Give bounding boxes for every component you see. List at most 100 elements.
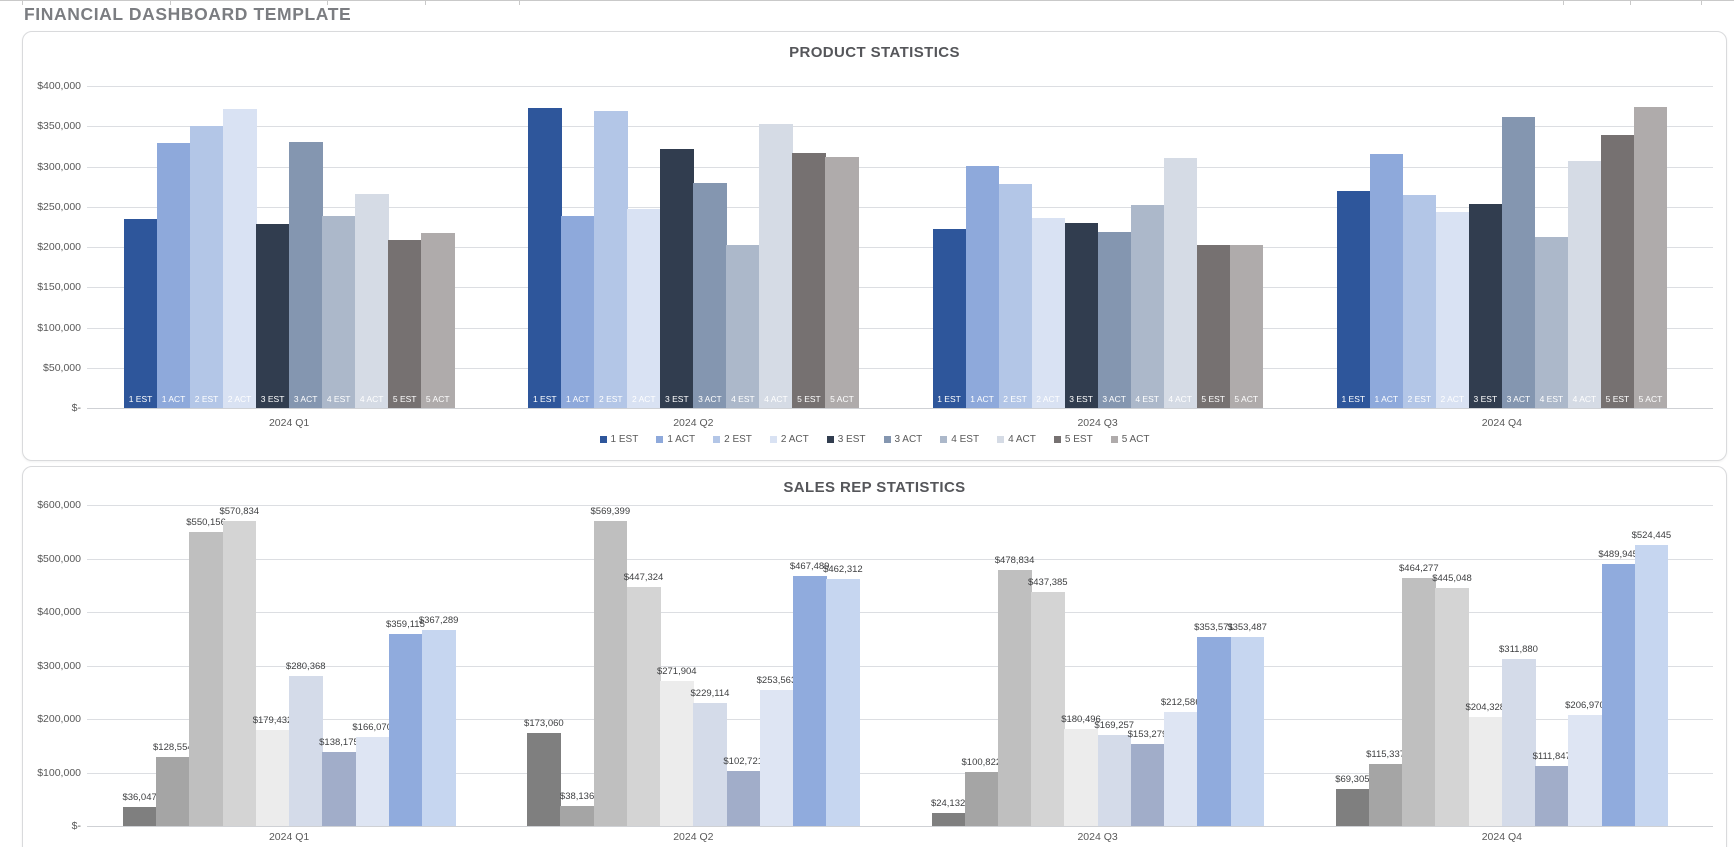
y-axis-label: $250,000 <box>37 200 81 213</box>
bar <box>289 676 323 826</box>
series-label: 3 EST <box>665 394 689 404</box>
legend-label: 5 ACT <box>1121 434 1150 445</box>
series-label: 5 EST <box>1605 394 1630 404</box>
bar-value-label: $464,277 <box>1399 562 1439 574</box>
bar-value-label: $153,279 <box>1127 728 1168 740</box>
bar-value-label: $253,563 <box>756 675 797 687</box>
y-axis-label: $- <box>71 820 81 832</box>
legend-label: 3 ACT <box>894 434 923 445</box>
category-label: 2024 Q4 <box>1481 831 1523 843</box>
series-label: 4 EST <box>326 394 351 404</box>
bar <box>793 575 827 826</box>
series-label: 1 ACT <box>970 394 994 404</box>
bar-value-label: $550,156 <box>186 516 226 528</box>
bar <box>792 152 826 408</box>
series-label: 3 EST <box>1473 394 1498 404</box>
legend-swatch <box>769 436 777 443</box>
top-grid-tick <box>170 0 171 5</box>
bar-value-label: $478,834 <box>994 554 1035 566</box>
bar-value-label: $445,048 <box>1432 572 1472 584</box>
bar-value-label: $212,586 <box>1160 697 1201 709</box>
bar <box>1369 154 1404 408</box>
y-axis-label: $150,000 <box>37 281 81 294</box>
series-label: 5 ACT <box>830 394 854 404</box>
bar-value-label: $570,834 <box>219 505 260 517</box>
bar <box>222 520 257 826</box>
series-label: 2 ACT <box>1440 394 1465 404</box>
series-label: 5 EST <box>1201 394 1225 404</box>
bar <box>1163 157 1198 408</box>
y-axis-label: $50,000 <box>43 361 81 374</box>
product-statistics-card: PRODUCT STATISTICS $400,000 $350,000 $300,… <box>22 31 1727 461</box>
bar <box>322 752 357 826</box>
gridline <box>87 287 1713 289</box>
legend-item: 3 ACT <box>883 434 923 445</box>
bar-value-label: $115,337 <box>1366 749 1406 761</box>
bar <box>1634 545 1669 826</box>
category-label: 2024 Q3 <box>1077 831 1118 843</box>
category-label: 2024 Q4 <box>1481 417 1523 429</box>
bar-value-label: $367,289 <box>418 614 459 626</box>
bar-value-label: $569,399 <box>590 506 631 518</box>
bar <box>1164 712 1198 826</box>
series-label: 2 ACT <box>632 394 656 404</box>
bar <box>322 216 356 408</box>
bar <box>825 156 859 408</box>
series-label: 1 EST <box>532 394 557 404</box>
series-label: 4 ACT <box>1168 394 1192 404</box>
bar-value-label: $353,487 <box>1227 621 1267 633</box>
bar-value-label: $524,445 <box>1631 530 1672 542</box>
bar <box>388 239 422 408</box>
bar <box>289 142 323 408</box>
bar <box>421 233 455 408</box>
category-label: 2024 Q2 <box>673 831 714 843</box>
bar-value-label: $353,571 <box>1194 621 1234 633</box>
bar <box>1600 135 1635 408</box>
series-label: 3 EST <box>1069 394 1093 404</box>
bar <box>660 680 694 826</box>
legend-label: 2 ACT <box>780 434 809 445</box>
bar <box>123 806 157 826</box>
series-label: 3 ACT <box>1102 394 1126 404</box>
bar <box>932 229 967 408</box>
bar <box>223 109 257 408</box>
bar <box>355 737 390 826</box>
legend-swatch <box>826 436 834 443</box>
product-chart: $400,000 $350,000 $300,000 $250,000 $200,000… <box>23 32 1726 460</box>
bar <box>759 690 794 826</box>
series-label: 1 EST <box>128 394 153 404</box>
legend-item: 1 EST <box>599 434 639 445</box>
series-label: 2 EST <box>1407 394 1432 404</box>
legend-swatch <box>713 436 721 443</box>
gridline <box>87 719 1713 720</box>
bar <box>528 107 562 408</box>
legend-swatch <box>1053 436 1061 443</box>
bar <box>726 771 761 826</box>
bar <box>1031 591 1065 826</box>
bar <box>693 703 728 826</box>
bar <box>1130 743 1165 826</box>
series-label: 5 ACT <box>425 394 450 404</box>
bar-value-label: $102,721 <box>723 756 764 768</box>
bar <box>1097 231 1132 408</box>
bar-value-label: $447,324 <box>623 571 664 583</box>
legend-label: 1 EST <box>610 434 639 445</box>
gridline <box>87 408 1713 409</box>
bar-value-label: $111,847 <box>1532 751 1571 763</box>
y-axis-label: $400,000 <box>37 80 81 92</box>
bar-value-label: $173,060 <box>524 718 564 730</box>
bar <box>627 209 661 408</box>
bar-value-label: $271,904 <box>656 665 697 677</box>
gridline <box>87 665 1713 667</box>
y-axis-label: $200,000 <box>37 713 81 725</box>
bar <box>1402 195 1437 408</box>
bar <box>560 805 595 826</box>
bar-value-label: $467,489 <box>789 560 830 572</box>
page-title: FINANCIAL DASHBOARD TEMPLATE <box>24 4 352 24</box>
bar <box>561 215 595 408</box>
bar-value-label: $437,385 <box>1027 576 1068 588</box>
legend-swatch <box>883 436 891 443</box>
bar <box>1229 244 1264 408</box>
bar <box>1097 735 1132 826</box>
bar-value-label: $179,432 <box>252 715 293 726</box>
